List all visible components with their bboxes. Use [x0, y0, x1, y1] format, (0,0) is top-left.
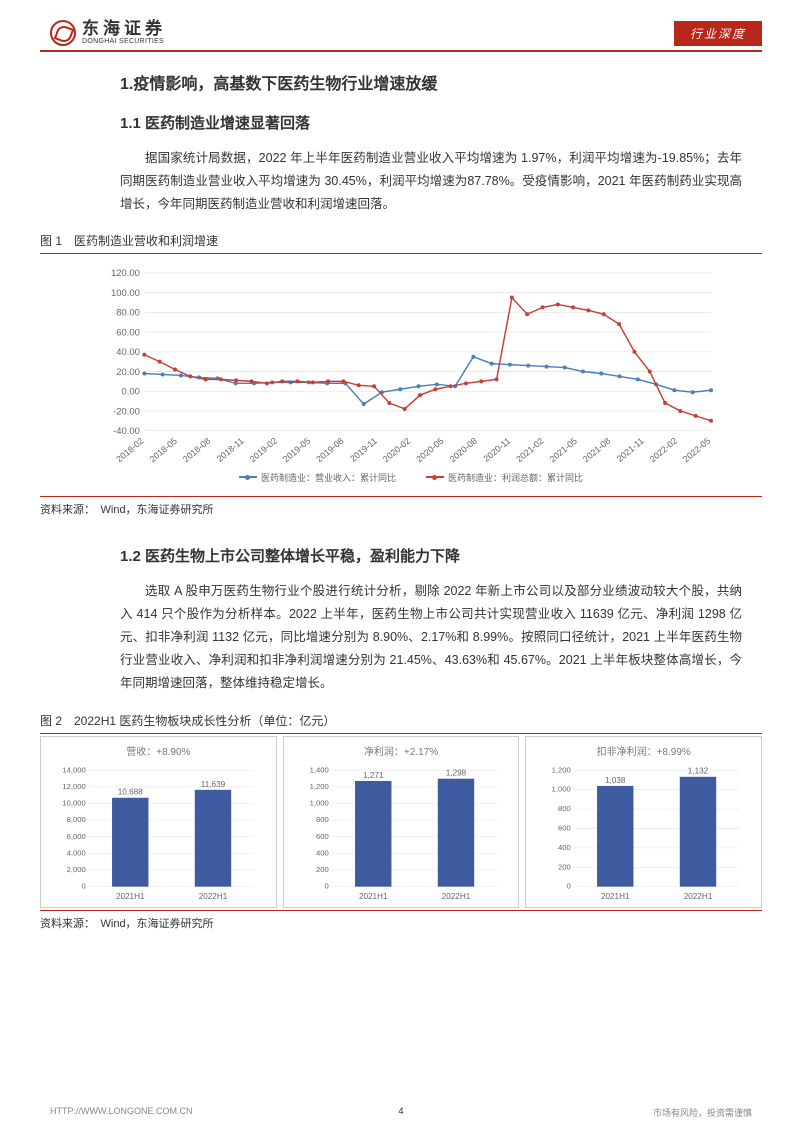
svg-text:600: 600	[558, 823, 571, 832]
panel-title: 净利润：+2.17%	[364, 743, 438, 758]
legend-marker-2	[426, 476, 444, 478]
figure-2-source: 资料来源： Wind，东海证券研究所	[40, 910, 762, 945]
page-header: 东海证券 DONGHAI SECURITIES 行业深度	[0, 0, 802, 50]
svg-text:2,000: 2,000	[67, 865, 86, 874]
svg-text:800: 800	[316, 815, 329, 824]
svg-text:2022H1: 2022H1	[199, 891, 228, 900]
svg-text:2022-05: 2022-05	[681, 435, 712, 463]
svg-text:10,688: 10,688	[118, 787, 143, 796]
svg-text:800: 800	[558, 804, 571, 813]
svg-text:0: 0	[567, 881, 571, 890]
panel-title: 营收：+8.90%	[126, 743, 190, 758]
svg-text:1,038: 1,038	[605, 775, 626, 784]
bar-panel: 营收：+8.90% 0 2,000 4,000 6,000 8,000 10,000 12,0…	[40, 736, 277, 908]
bar-panel: 净利润：+2.17% 0 200 400 600 800 1,000 1,200 1,400 1,…	[283, 736, 520, 908]
svg-text:2021H1: 2021H1	[359, 891, 388, 900]
svg-text:2022H1: 2022H1	[684, 891, 713, 900]
svg-text:400: 400	[558, 842, 571, 851]
svg-text:2021H1: 2021H1	[601, 891, 630, 900]
heading-1-1: 1.1 医药制造业增速显著回落	[120, 112, 742, 133]
svg-text:1,400: 1,400	[309, 765, 328, 774]
page-footer: HTTP://WWW.LONGONE.COM.CN 4 市场有风险，投资需谨慎	[0, 1106, 802, 1119]
svg-text:2018-11: 2018-11	[215, 435, 246, 463]
svg-text:6,000: 6,000	[67, 831, 86, 840]
svg-text:100.00: 100.00	[111, 288, 140, 299]
svg-text:8,000: 8,000	[67, 815, 86, 824]
svg-text:2021-11: 2021-11	[615, 435, 646, 463]
paragraph-1: 据国家统计局数据，2022 年上半年医药制造业营业收入平均增速为 1.97%，利…	[120, 147, 742, 216]
svg-text:1,298: 1,298	[445, 768, 466, 777]
svg-text:2020-02: 2020-02	[381, 435, 412, 463]
svg-text:1,132: 1,132	[688, 766, 709, 775]
svg-text:0: 0	[324, 881, 328, 890]
legend-label-2: 医药制造业：利润总额：累计同比	[448, 471, 583, 484]
heading-1: 1.疫情影响，高基数下医药生物行业增速放缓	[120, 70, 742, 94]
svg-text:120.00: 120.00	[111, 268, 140, 279]
footer-url: HTTP://WWW.LONGONE.COM.CN	[50, 1106, 193, 1119]
svg-text:2021H1: 2021H1	[116, 891, 145, 900]
figure-1-source: 资料来源： Wind，东海证券研究所	[40, 496, 762, 531]
svg-text:2022-02: 2022-02	[648, 435, 679, 463]
svg-text:1,200: 1,200	[309, 781, 328, 790]
svg-text:2021-08: 2021-08	[581, 435, 612, 463]
svg-text:1,000: 1,000	[309, 798, 328, 807]
svg-text:200: 200	[316, 865, 329, 874]
svg-text:2018-08: 2018-08	[181, 435, 212, 463]
svg-text:-40.00: -40.00	[113, 426, 140, 437]
svg-text:2020-08: 2020-08	[448, 435, 479, 463]
svg-text:600: 600	[316, 831, 329, 840]
svg-text:20.00: 20.00	[116, 367, 140, 378]
svg-text:11,639: 11,639	[201, 779, 226, 788]
svg-text:0: 0	[82, 881, 86, 890]
svg-text:2019-08: 2019-08	[314, 435, 345, 463]
svg-text:60.00: 60.00	[116, 327, 140, 338]
figure-1-label: 图 1 医药制造业营收和利润增速	[40, 228, 762, 254]
svg-text:0.00: 0.00	[122, 386, 140, 397]
paragraph-2: 选取 A 股申万医药生物行业个股进行统计分析，剔除 2022 年新上市公司以及部…	[120, 580, 742, 696]
page-number: 4	[398, 1106, 403, 1116]
svg-text:10,000: 10,000	[62, 798, 85, 807]
logo: 东海证券 DONGHAI SECURITIES	[50, 20, 166, 46]
heading-1-2: 1.2 医药生物上市公司整体增长平稳，盈利能力下降	[120, 545, 742, 566]
figure-1-chart: -40.00 -20.00 0.00 20.00 40.00 60.00 80.00 100.…	[40, 256, 762, 496]
panel-title: 扣非净利润：+8.99%	[597, 743, 691, 758]
svg-text:2022H1: 2022H1	[441, 891, 470, 900]
bar-chart-svg: 0 2,000 4,000 6,000 8,000 10,000 12,000 14,000 1…	[45, 760, 272, 903]
svg-text:4,000: 4,000	[67, 848, 86, 857]
svg-text:14,000: 14,000	[62, 765, 85, 774]
svg-text:1,000: 1,000	[552, 784, 571, 793]
figure-2-panels: 营收：+8.90% 0 2,000 4,000 6,000 8,000 10,000 12,0…	[40, 736, 762, 908]
svg-text:400: 400	[316, 848, 329, 857]
svg-text:2020-11: 2020-11	[481, 435, 512, 463]
svg-text:1,200: 1,200	[552, 765, 571, 774]
line-chart-svg: -40.00 -20.00 0.00 20.00 40.00 60.00 80.00 100.…	[80, 264, 742, 464]
svg-text:2020-05: 2020-05	[414, 435, 445, 463]
doc-type-badge: 行业深度	[674, 21, 762, 46]
dragon-logo-icon	[50, 20, 76, 46]
bar-panel: 扣非净利润：+8.99% 0 200 400 600 800 1,000 1,200 1,038…	[525, 736, 762, 908]
bar-chart-svg: 0 200 400 600 800 1,000 1,200 1,400 1,271 2021H1 1…	[288, 760, 515, 903]
svg-text:2018-02: 2018-02	[114, 435, 145, 463]
svg-text:12,000: 12,000	[62, 781, 85, 790]
svg-text:-20.00: -20.00	[113, 406, 140, 417]
svg-text:2021-02: 2021-02	[514, 435, 545, 463]
svg-text:2019-02: 2019-02	[248, 435, 279, 463]
logo-cn: 东海证券	[82, 20, 166, 38]
main-content: 1.疫情影响，高基数下医药生物行业增速放缓 1.1 医药制造业增速显著回落 据国…	[0, 52, 802, 216]
footer-risk: 市场有风险，投资需谨慎	[653, 1106, 752, 1119]
bar-chart-svg: 0 200 400 600 800 1,000 1,200 1,038 2021H1 1,132 2…	[530, 760, 757, 903]
svg-text:200: 200	[558, 862, 571, 871]
svg-text:2018-05: 2018-05	[148, 435, 179, 463]
chart1-legend: 医药制造业：营业收入：累计同比 医药制造业：利润总额：累计同比	[80, 469, 742, 490]
legend-label-1: 医药制造业：营业收入：累计同比	[261, 471, 396, 484]
logo-en: DONGHAI SECURITIES	[82, 38, 166, 45]
legend-marker-1	[239, 476, 257, 478]
svg-text:80.00: 80.00	[116, 308, 140, 319]
figure-2-label: 图 2 2022H1 医药生物板块成长性分析（单位：亿元）	[40, 708, 762, 734]
svg-text:40.00: 40.00	[116, 347, 140, 358]
svg-text:2019-11: 2019-11	[348, 435, 379, 463]
svg-text:2019-05: 2019-05	[281, 435, 312, 463]
svg-text:2021-05: 2021-05	[548, 435, 579, 463]
svg-text:1,271: 1,271	[363, 770, 384, 779]
